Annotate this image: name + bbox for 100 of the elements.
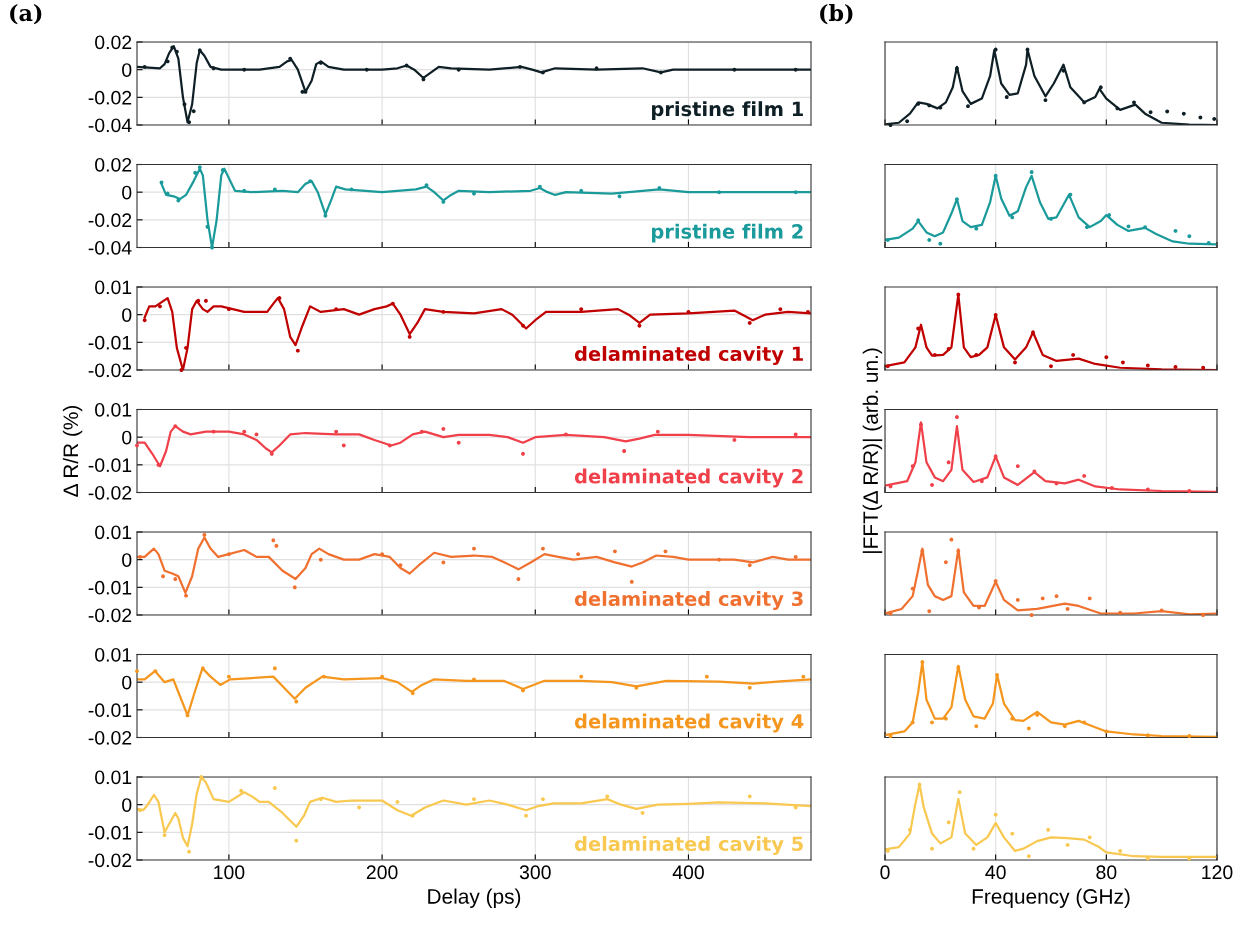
point (954, 197, 959, 202)
point (1085, 225, 1089, 230)
x-tick-label: 300 (519, 865, 551, 880)
point (1054, 594, 1059, 599)
point (1206, 241, 1211, 245)
point (1004, 95, 1009, 100)
point (318, 557, 323, 562)
point (441, 199, 446, 204)
point (1173, 228, 1178, 233)
x-axis-title: Delay (ps) (428, 888, 521, 908)
point (364, 67, 369, 72)
point (1065, 842, 1070, 847)
point (956, 548, 961, 553)
point (142, 64, 147, 69)
y-tick-label: -0.02 (88, 363, 132, 378)
point (1145, 363, 1150, 368)
text: (a) (10, 4, 42, 25)
point (1104, 355, 1109, 360)
point (622, 449, 627, 453)
point (135, 669, 139, 674)
point (1098, 85, 1103, 90)
point (193, 170, 198, 175)
y-tick-label: 0 (122, 63, 132, 77)
point (179, 368, 184, 372)
point (184, 593, 188, 598)
line-series (160, 167, 811, 248)
line-series (137, 424, 811, 468)
point (747, 321, 752, 325)
y-tick-label: -0.02 (88, 485, 132, 500)
series-label: delaminated cavity 3 (574, 591, 803, 611)
point (1118, 848, 1123, 853)
y-tick-label: -0.02 (88, 90, 132, 105)
line-series (143, 296, 811, 370)
point (658, 70, 663, 75)
point (916, 218, 921, 223)
point (174, 49, 179, 54)
point (1029, 170, 1034, 175)
y-tick-label: -0.01 (88, 825, 132, 840)
point (271, 538, 276, 543)
point (226, 307, 231, 312)
y-tick-label: 0.01 (95, 770, 132, 785)
point (916, 101, 921, 106)
point (717, 557, 722, 562)
point (202, 532, 207, 537)
point (158, 304, 162, 309)
point (524, 813, 529, 818)
point (1120, 360, 1125, 365)
point (919, 422, 923, 427)
point (441, 426, 446, 431)
x-tick-label: 100 (214, 865, 245, 880)
point (946, 820, 951, 825)
point (1015, 464, 1020, 469)
point (793, 432, 798, 437)
point (1082, 720, 1087, 725)
y-tick-label: 0.01 (95, 280, 132, 295)
point (318, 797, 323, 802)
point (1049, 216, 1053, 221)
point (269, 451, 274, 456)
point (801, 674, 806, 679)
line-series (137, 45, 811, 124)
point (239, 788, 244, 793)
point (1109, 486, 1114, 490)
point (472, 546, 476, 551)
point (242, 188, 247, 193)
point (920, 548, 925, 553)
point (732, 67, 737, 72)
y-axis-title: |FFT(Δ R/R)| (arb. un.) (862, 348, 883, 553)
point (226, 674, 231, 679)
point (272, 666, 277, 671)
point (793, 554, 798, 559)
point (156, 462, 161, 467)
point (974, 352, 979, 357)
point (605, 794, 610, 799)
y-tick-label: -0.01 (88, 458, 132, 473)
point (472, 191, 476, 196)
series-label: delaminated cavity 1 (574, 346, 803, 366)
point (277, 296, 282, 301)
point (197, 48, 202, 53)
point (885, 237, 890, 242)
point (173, 577, 178, 581)
point (927, 103, 932, 108)
point (211, 66, 216, 71)
series-label: pristine film 2 (652, 223, 803, 243)
point (184, 345, 188, 350)
point (516, 577, 521, 581)
point (197, 165, 202, 170)
point (1212, 117, 1217, 121)
point (1026, 854, 1031, 859)
y-tick-label: 0.02 (95, 157, 132, 172)
point (292, 585, 297, 590)
point (1065, 607, 1070, 611)
point (612, 549, 617, 554)
y-tick-label: -0.02 (88, 213, 132, 228)
point (885, 364, 890, 369)
point (910, 464, 915, 469)
x-tick-label: 40 (985, 865, 1006, 880)
y-tick-label: 0 (122, 308, 132, 322)
y-tick-label: -0.02 (88, 730, 132, 745)
point (1201, 613, 1206, 617)
point (1181, 111, 1186, 116)
